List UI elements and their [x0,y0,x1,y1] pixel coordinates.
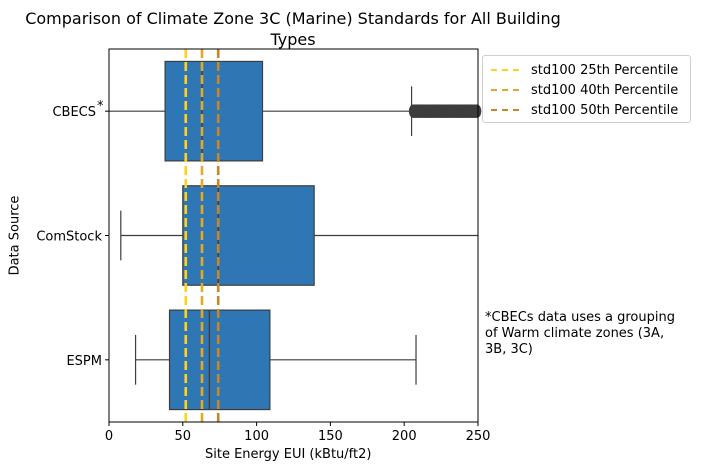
legend-label-50th: std100 50th Percentile [531,102,679,118]
x-tick-label-50: 50 [175,429,192,444]
footnote-line-1: *CBECs data uses a grouping [485,310,675,325]
y-axis-ticks: CBECS * ComStock ESPM [36,99,109,369]
x-axis-label: Site Energy EUI (kBtu/ft2) [205,447,372,462]
box-comstock [120,185,478,286]
y-tick-label-comstock: ComStock [36,230,102,245]
reference-lines-layer [184,49,220,422]
footnote-line-3: 3B, 3C) [485,342,533,357]
y-tick-label-cbecs: CBECS [52,105,96,120]
x-tick-label-200: 200 [392,429,417,444]
legend-swatch-40th [491,89,519,91]
x-tick-label-250: 250 [466,429,491,444]
y-axis-label: Data Source [7,195,23,276]
iqr-box-cbecs [164,60,264,162]
legend-item-25th: std100 25th Percentile [491,61,678,79]
legend: std100 25th Percentile std100 40th Perce… [482,55,691,123]
outliers-cbecs [408,104,482,118]
x-tick-label-100: 100 [244,429,269,444]
box-espm [134,309,417,411]
legend-label-40th: std100 40th Percentile [531,82,679,98]
cbecs-footnote: *CBECs data uses a grouping of Warm clim… [485,310,675,358]
outlier-point-cbecs [472,104,482,118]
footnote-line-2: of Warm climate zones (3A, [485,326,665,341]
x-axis-ticks: 0 50 100 150 200 250 [105,422,491,444]
x-tick-label-0: 0 [105,429,113,444]
chart-title-line-1: Comparison of Climate Zone 3C (Marine) S… [25,9,561,28]
iqr-box-comstock [182,185,315,286]
legend-swatch-25th [491,69,519,71]
y-tick-label-espm: ESPM [66,354,102,369]
x-tick-label-150: 150 [318,429,343,444]
box-cbecs [109,60,482,162]
chart-title-line-2: Types [270,30,316,49]
y-tick-marker-cbecs: * [97,99,104,114]
legend-swatch-50th [491,109,519,111]
legend-item-50th: std100 50th Percentile [491,101,678,119]
legend-label-25th: std100 25th Percentile [531,62,679,78]
boxes-layer [109,60,482,411]
legend-item-40th: std100 40th Percentile [491,81,678,99]
